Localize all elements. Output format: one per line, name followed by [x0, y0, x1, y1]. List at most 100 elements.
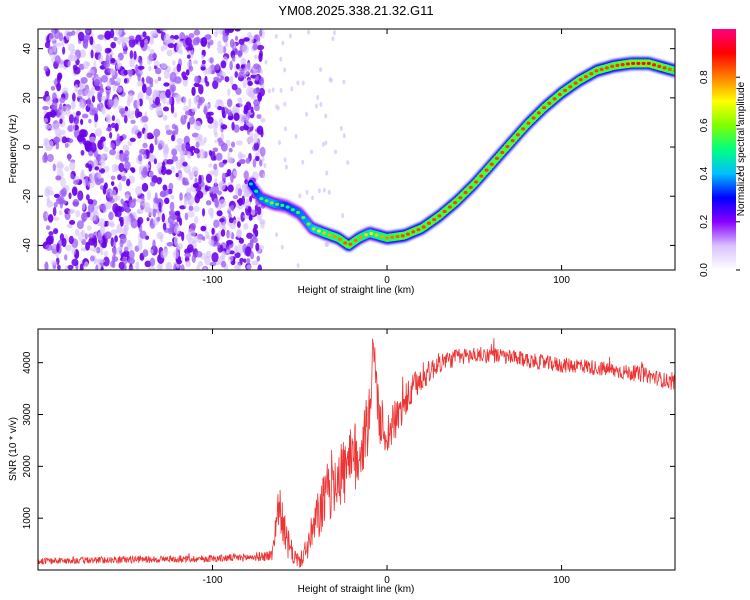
noise-point [80, 212, 88, 222]
noise-point [50, 85, 56, 91]
noise-point [257, 264, 263, 270]
noise-point [113, 96, 119, 106]
noise-point [97, 139, 104, 150]
colorbar-tick-label: 0.6 [699, 118, 710, 132]
noise-point [227, 206, 232, 212]
noise-point [156, 176, 162, 185]
noise-point [187, 169, 192, 176]
noise-point [238, 159, 246, 164]
noise-point [189, 230, 196, 237]
noise-point [71, 258, 79, 267]
ridge-peak-point [432, 217, 437, 222]
noise-point [66, 107, 71, 117]
noise-point [211, 227, 215, 235]
noise-point [90, 86, 95, 97]
noise-point [148, 77, 154, 85]
ridge-peak-point [254, 189, 259, 193]
noise-point [213, 219, 220, 228]
noise-point [215, 120, 219, 129]
noise-point [187, 210, 195, 218]
noise-point [193, 148, 200, 154]
noise-point [193, 96, 200, 103]
noise-point [122, 144, 130, 152]
noise-point [42, 105, 50, 111]
ridge-peak-point [458, 196, 463, 200]
noise-point [188, 42, 193, 51]
noise-point [155, 96, 160, 106]
noise-point [174, 225, 180, 235]
noise-point [247, 136, 252, 145]
ridge-peak-point [505, 144, 510, 149]
noise-point [64, 142, 69, 148]
noise-point [139, 59, 143, 66]
noise-point [81, 229, 86, 237]
noise-point [73, 66, 81, 75]
noise-point [104, 182, 108, 190]
noise-point [87, 180, 95, 188]
noise-point [109, 131, 113, 139]
noise-point [198, 174, 202, 185]
noise-point [176, 259, 183, 265]
noise-point [110, 67, 116, 76]
noise-point [122, 250, 130, 258]
noise-point [53, 216, 60, 221]
noise-point [229, 38, 235, 48]
noise-point [188, 65, 194, 72]
noise-point [207, 116, 214, 124]
noise-point [127, 113, 135, 119]
noise-point [243, 258, 247, 263]
noise-point [277, 140, 281, 146]
noise-point [105, 201, 112, 210]
noise-point [129, 58, 135, 68]
noise-point [242, 79, 247, 89]
noise-point [218, 180, 226, 191]
noise-point [247, 81, 253, 87]
noise-point [205, 200, 212, 206]
noise-point [159, 93, 164, 102]
noise-point [139, 230, 147, 239]
ridge-peak-point [337, 237, 342, 241]
noise-point [162, 106, 170, 112]
noise-point [154, 67, 162, 75]
noise-point [181, 143, 186, 152]
noise-point [234, 71, 238, 78]
noise-point [275, 232, 279, 238]
ridge-core [247, 59, 675, 250]
noise-point [112, 241, 116, 248]
noise-point [189, 145, 196, 151]
noise-point [97, 258, 106, 264]
noise-point [331, 36, 335, 42]
noise-point [82, 137, 87, 145]
noise-point [71, 186, 78, 197]
noise-point [111, 254, 116, 264]
ridge-peak-point [526, 121, 531, 125]
noise-point [119, 107, 126, 115]
ridge-peak-point [500, 150, 505, 155]
ridge-peak-point [646, 61, 651, 66]
noise-point [122, 202, 128, 210]
noise-point [284, 164, 288, 170]
noise-point [136, 80, 144, 87]
noise-point [222, 159, 228, 164]
noise-point [197, 233, 204, 241]
noise-point [95, 246, 101, 254]
noise-point [186, 151, 192, 160]
noise-point [283, 101, 287, 107]
noise-point [94, 85, 102, 91]
noise-point [182, 75, 188, 81]
noise-point [136, 111, 143, 118]
noise-point [44, 261, 49, 270]
noise-point [79, 81, 84, 89]
noise-point [154, 192, 158, 203]
noise-point [136, 98, 141, 109]
noise-point [142, 142, 148, 149]
noise-point [135, 185, 143, 196]
noise-point [94, 43, 103, 54]
noise-point [136, 208, 142, 214]
noise-point [165, 124, 170, 130]
noise-point [104, 98, 109, 109]
top-x-axis-title: Height of straight line (km) [298, 285, 415, 296]
noise-point [54, 55, 61, 64]
noise-point [84, 261, 89, 268]
top-y-tick-label: -20 [22, 189, 33, 204]
